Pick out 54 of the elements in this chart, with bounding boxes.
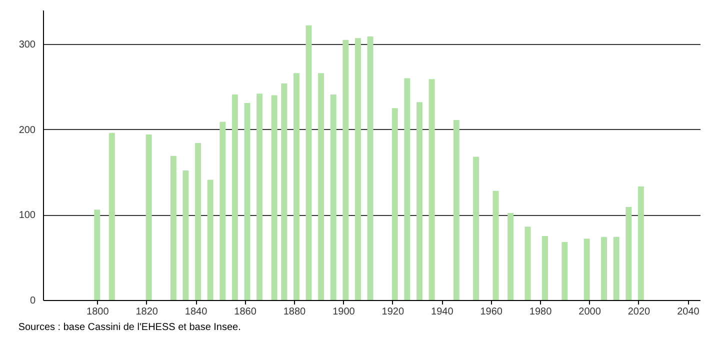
bar: [232, 94, 238, 300]
bar: [542, 236, 548, 300]
x-tick-label: 1960: [480, 306, 503, 318]
bar: [524, 226, 531, 300]
x-tick-label: 2000: [578, 306, 602, 318]
y-tick-label: 100: [18, 210, 36, 222]
bar: [146, 134, 152, 300]
bar: [562, 242, 568, 300]
x-tick-label: 1940: [431, 306, 454, 318]
bar: [428, 79, 435, 300]
bar: [281, 83, 288, 300]
bar: [207, 180, 214, 300]
x-tick-label: 2040: [677, 306, 700, 318]
bar: [354, 38, 361, 300]
bar: [244, 102, 250, 300]
bar: [220, 122, 226, 300]
bar: [271, 95, 278, 300]
x-tick-label: 1980: [529, 306, 552, 318]
y-tick-label: 200: [18, 124, 36, 136]
bar: [306, 25, 312, 300]
bar: [584, 238, 590, 300]
x-tick-label: 1820: [136, 306, 158, 318]
bar: [601, 236, 608, 300]
bar: [473, 156, 480, 300]
bar: [613, 236, 620, 300]
bar: [195, 143, 202, 300]
bar: [318, 73, 324, 300]
bar: [94, 210, 100, 300]
bar: [453, 120, 460, 300]
bar: [293, 73, 300, 300]
bar: [492, 190, 499, 300]
bar: [170, 156, 176, 300]
bar: [367, 36, 374, 300]
x-tick-label: 1800: [86, 306, 110, 318]
bar: [508, 213, 514, 300]
y-tick-label: 0: [30, 296, 36, 306]
source-note: Sources : base Cassini de l'EHESS et base Insee.: [18, 322, 241, 333]
x-tick-label: 1880: [283, 306, 306, 318]
x-tick-label: 2020: [628, 306, 651, 318]
bar: [638, 186, 644, 300]
bar: [182, 170, 189, 300]
bar: [342, 40, 349, 300]
bar: [392, 108, 398, 300]
y-tick-label: 300: [18, 40, 36, 51]
x-tick-label: 1920: [382, 306, 404, 318]
x-tick-label: 1840: [184, 306, 208, 318]
bar: [404, 78, 410, 300]
x-tick-label: 1900: [332, 306, 356, 318]
bar: [330, 94, 336, 300]
bar: [108, 132, 115, 300]
bar: [256, 94, 263, 300]
x-tick-label: 1860: [234, 306, 257, 318]
bar: [626, 207, 632, 300]
bar: [416, 102, 422, 300]
